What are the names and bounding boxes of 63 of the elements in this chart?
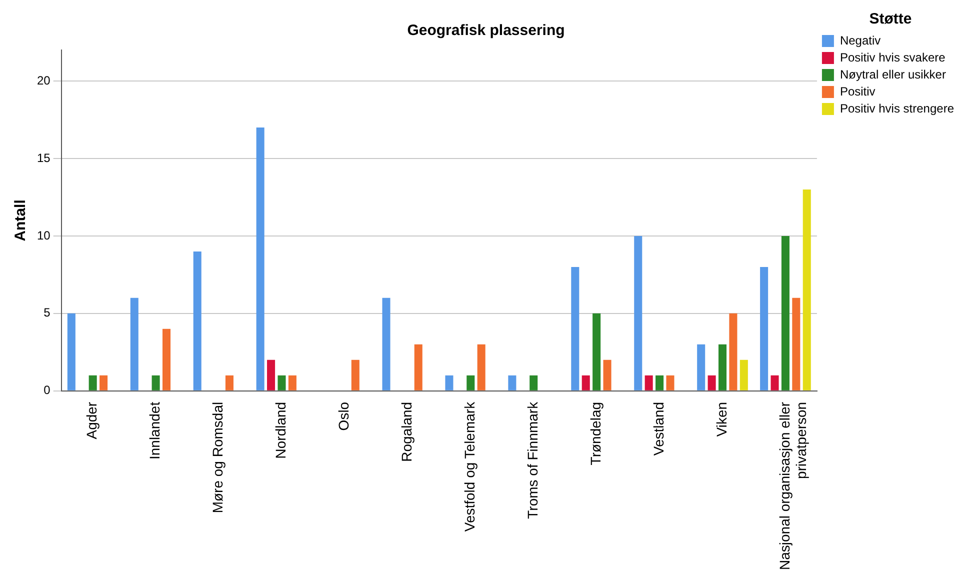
x-tick-label: Møre og Romsdal [210, 402, 226, 514]
x-tick-label: Rogaland [398, 402, 415, 462]
bar [267, 360, 276, 390]
bar [697, 344, 706, 390]
bar [792, 298, 800, 390]
bar [802, 189, 811, 390]
y-tick-label: 5 [44, 306, 51, 320]
bar [656, 375, 664, 390]
bar [67, 313, 76, 390]
x-tick-label: Viken [713, 402, 730, 437]
legend-label: Negativ [840, 33, 881, 48]
x-tick-label: Oslo [336, 402, 352, 431]
x-tick-label: Innlandet [146, 402, 163, 460]
legend-title: Støtte [869, 10, 912, 28]
y-tick-label: 0 [44, 383, 51, 398]
bar [477, 344, 486, 390]
bar [225, 375, 234, 390]
bar [781, 236, 790, 390]
x-tick-label: Vestland [650, 402, 666, 456]
x-tick-label: Troms of Finnmark [524, 400, 540, 519]
bar [760, 266, 768, 390]
x-tick-label: Vestfold og Telemark [461, 400, 478, 532]
bar [466, 375, 475, 390]
bar [603, 360, 612, 390]
bar [152, 375, 160, 390]
bar [414, 344, 422, 390]
bar [571, 266, 580, 390]
legend-label: Positiv [840, 84, 876, 98]
bar [729, 313, 738, 390]
bar [530, 375, 538, 390]
x-tick-label: Trøndelag [587, 402, 604, 466]
bar [666, 375, 674, 390]
bar [770, 375, 779, 390]
y-tick-label: 10 [36, 228, 51, 242]
bar [508, 375, 516, 390]
legend-label: Positiv hvis strengere [840, 101, 954, 116]
bar [740, 360, 748, 390]
bar [162, 328, 171, 390]
bar [382, 298, 390, 390]
bar [288, 375, 296, 390]
y-tick-label: 15 [36, 150, 51, 165]
bar [100, 375, 108, 390]
bar [130, 298, 138, 390]
bar [351, 360, 360, 390]
bar [644, 375, 653, 390]
bar [718, 344, 727, 390]
bar [193, 251, 202, 390]
x-tick-label: Nordland [272, 402, 289, 459]
bar [708, 375, 716, 390]
bar [88, 375, 97, 390]
bar [445, 375, 454, 390]
bar [278, 375, 286, 390]
legend-label: Nøytral eller usikker [840, 67, 946, 82]
bar [582, 375, 590, 390]
legend-label: Positiv hvis svakere [840, 50, 946, 64]
y-tick-label: 20 [36, 73, 51, 88]
bar [634, 236, 642, 390]
x-tick-label: Nasjonal organisasjon eller privatperson [776, 402, 810, 570]
bar [256, 127, 264, 390]
chart-title: Geografisk plassering [407, 22, 565, 40]
x-tick-label: Agder [84, 402, 100, 440]
bar [592, 313, 601, 390]
y-axis-title: Antall [12, 200, 30, 242]
